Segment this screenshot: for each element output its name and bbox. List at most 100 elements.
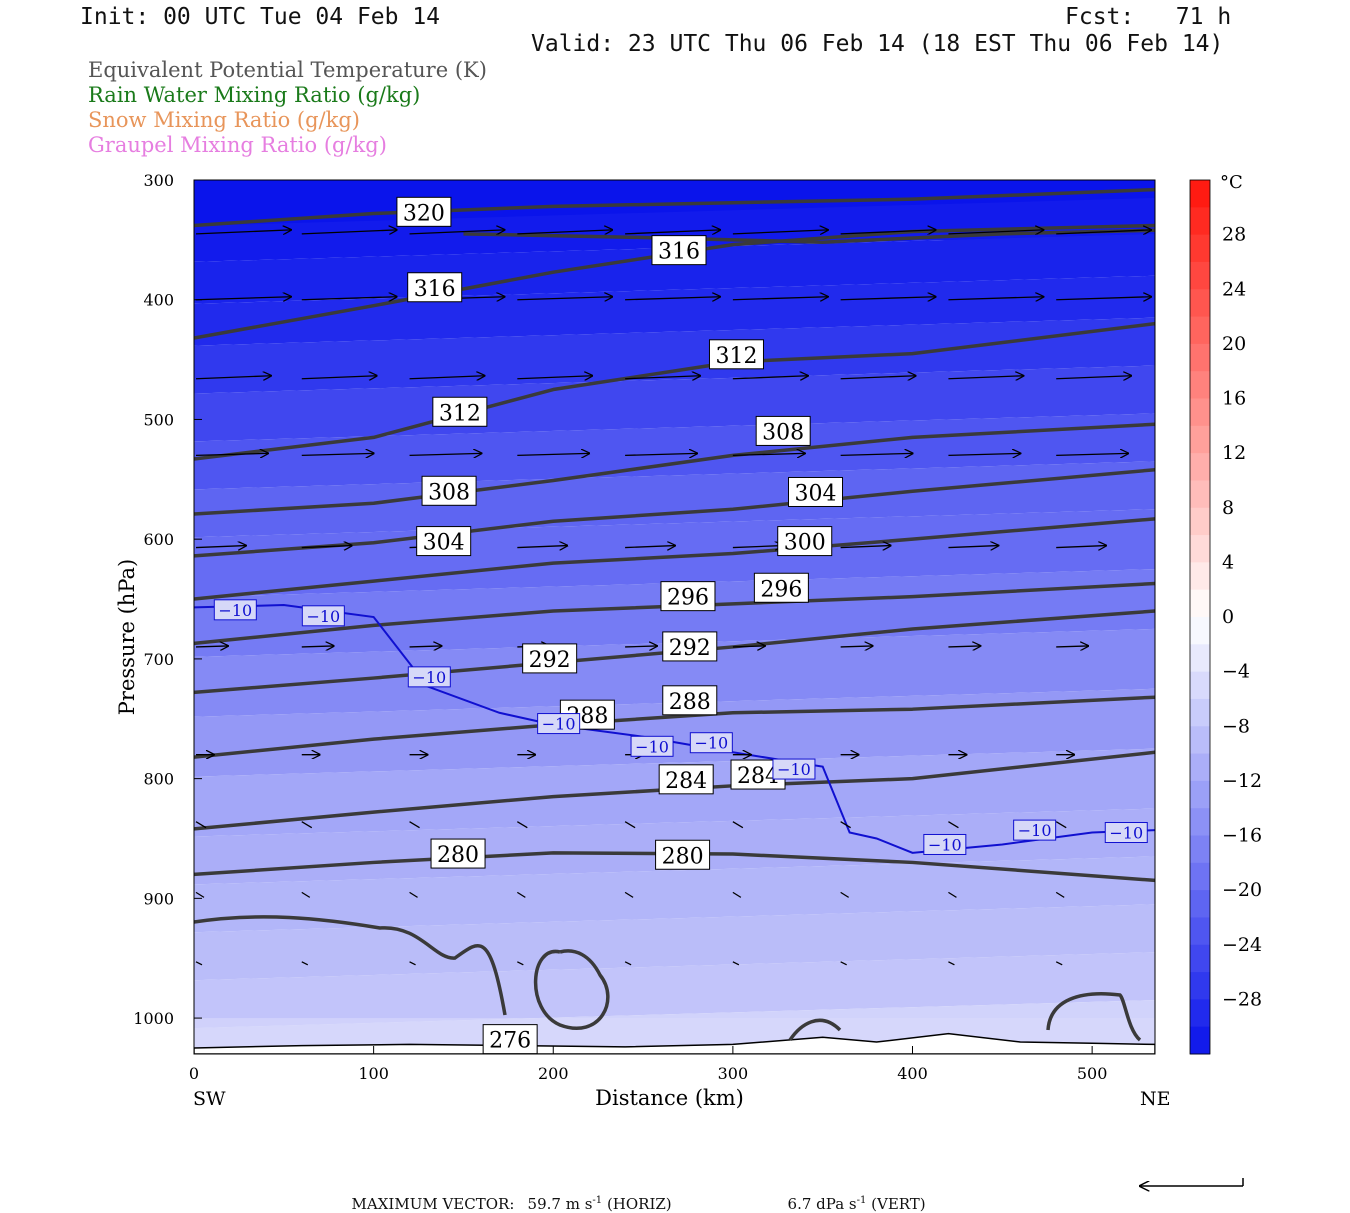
max-vector-label: MAXIMUM VECTOR: bbox=[351, 1195, 515, 1213]
colorbar-swatch bbox=[1190, 671, 1210, 700]
wind-vector bbox=[301, 230, 397, 234]
wind-vector bbox=[1055, 891, 1065, 898]
wind-vector bbox=[732, 297, 828, 300]
wind-vector bbox=[301, 961, 309, 966]
isotherm-label: −10 bbox=[1013, 819, 1057, 841]
theta-e-low bbox=[1046, 992, 1142, 1042]
wind-vector bbox=[732, 453, 805, 455]
wind-vector bbox=[517, 297, 612, 300]
temp-band bbox=[194, 904, 1155, 981]
y-tick-label: 400 bbox=[143, 291, 174, 310]
colorbar-tick-label: 8 bbox=[1222, 497, 1234, 519]
y-axis-label: Pressure (hPa) bbox=[115, 559, 139, 715]
colorbar-tick-label: −8 bbox=[1222, 715, 1250, 737]
colorbar-tick-label: 24 bbox=[1222, 278, 1246, 300]
y-tick-label: 600 bbox=[143, 530, 174, 549]
svg-text:280: 280 bbox=[437, 843, 479, 868]
wind-vector bbox=[1056, 646, 1088, 647]
colorbar-tick-label: 12 bbox=[1222, 442, 1246, 464]
isotherm-label: −10 bbox=[213, 599, 257, 621]
svg-text:−10: −10 bbox=[777, 760, 811, 779]
wind-vector bbox=[195, 646, 228, 647]
colorbar-swatch bbox=[1190, 371, 1210, 399]
wind-vector bbox=[625, 453, 697, 455]
theta-e-low bbox=[788, 1018, 842, 1042]
svg-text:292: 292 bbox=[529, 648, 571, 673]
colorbar-tick-label: −4 bbox=[1222, 661, 1250, 683]
colorbar-swatch bbox=[1190, 425, 1210, 454]
temp-band bbox=[194, 569, 1155, 657]
temp-band bbox=[194, 317, 1155, 394]
colorbar-swatch bbox=[1190, 835, 1210, 864]
colorbar-tick-label: 4 bbox=[1222, 551, 1234, 573]
svg-text:−10: −10 bbox=[694, 734, 728, 753]
svg-text:292: 292 bbox=[669, 636, 711, 661]
minus-10-isotherm bbox=[194, 604, 1155, 854]
colorbar-swatch bbox=[1190, 944, 1210, 973]
svg-text:304: 304 bbox=[423, 531, 465, 556]
x-tick-label: 300 bbox=[718, 1064, 749, 1083]
wind-vector bbox=[948, 961, 955, 966]
svg-text:296: 296 bbox=[760, 577, 802, 602]
temp-band bbox=[194, 628, 1155, 717]
contour-label-288: 288 bbox=[662, 685, 718, 716]
colorbar-tick-label: 28 bbox=[1222, 224, 1246, 246]
colorbar-swatch bbox=[1190, 644, 1210, 673]
isotherm-label: −10 bbox=[1104, 822, 1148, 844]
wind-vector bbox=[301, 546, 352, 548]
wind-vector bbox=[195, 891, 205, 898]
plot-frame bbox=[193, 179, 1156, 1055]
theta-e-292 bbox=[194, 609, 1155, 695]
svg-text:296: 296 bbox=[667, 586, 709, 611]
colorbar-swatch bbox=[1190, 316, 1210, 345]
isotherm-label: −10 bbox=[537, 713, 581, 735]
svg-text:316: 316 bbox=[658, 240, 700, 265]
temp-band bbox=[194, 856, 1155, 933]
isotherm-label: −10 bbox=[301, 605, 345, 627]
wind-vector bbox=[1056, 297, 1151, 300]
svg-text:−10: −10 bbox=[928, 835, 962, 854]
theta-e-312 bbox=[194, 321, 1155, 461]
wind-vectors bbox=[195, 230, 1151, 966]
contour-label-312: 312 bbox=[708, 339, 764, 370]
temp-band bbox=[194, 275, 1155, 346]
wind-vector bbox=[1056, 230, 1151, 234]
x-right-label: NE bbox=[1140, 1088, 1171, 1110]
svg-text:312: 312 bbox=[715, 344, 757, 369]
x-tick-label: 400 bbox=[897, 1064, 928, 1083]
svg-text:−10: −10 bbox=[306, 607, 340, 626]
wind-vector bbox=[1056, 546, 1106, 548]
colorbar-swatch bbox=[1190, 180, 1210, 208]
colorbar-swatch bbox=[1190, 589, 1210, 618]
colorbar-tick-label: −28 bbox=[1222, 988, 1262, 1010]
wind-vector bbox=[1055, 961, 1063, 966]
wind-vector bbox=[409, 891, 418, 898]
wind-vector bbox=[409, 821, 420, 829]
svg-text:280: 280 bbox=[662, 844, 704, 869]
contour-label-300: 300 bbox=[777, 526, 833, 557]
temp-band bbox=[194, 952, 1155, 1029]
theta-e-300 bbox=[194, 517, 1155, 601]
svg-text:276: 276 bbox=[489, 1029, 531, 1054]
wind-vector bbox=[840, 821, 851, 829]
wind-vector bbox=[517, 376, 592, 379]
theta-e-308 bbox=[194, 422, 1155, 516]
axes: 0 100 200 300 400 500 300 400 500 600 700 800 900 100… bbox=[115, 171, 1171, 1110]
wind-vector bbox=[624, 961, 632, 966]
wind-vector bbox=[625, 546, 675, 548]
colorbar-swatch bbox=[1190, 207, 1210, 236]
wind-vector bbox=[840, 891, 849, 898]
wind-vector bbox=[948, 546, 998, 548]
wind-vector bbox=[732, 961, 740, 966]
wind-vector bbox=[1056, 453, 1128, 455]
theta-e-284 bbox=[194, 750, 1155, 831]
wind-vector bbox=[195, 961, 203, 966]
wind-vector bbox=[625, 230, 720, 234]
colorbar-swatch bbox=[1190, 1026, 1210, 1055]
colorbar-unit: °C bbox=[1220, 172, 1243, 193]
forecast-hour: Fcst: 71 h bbox=[1065, 4, 1232, 30]
wind-vector bbox=[732, 546, 783, 548]
valid-time: Valid: 23 UTC Thu 06 Feb 14 (18 EST Thu … bbox=[531, 31, 1224, 57]
contour-label-316: 316 bbox=[407, 272, 463, 303]
theta-e-320 bbox=[194, 187, 1155, 228]
